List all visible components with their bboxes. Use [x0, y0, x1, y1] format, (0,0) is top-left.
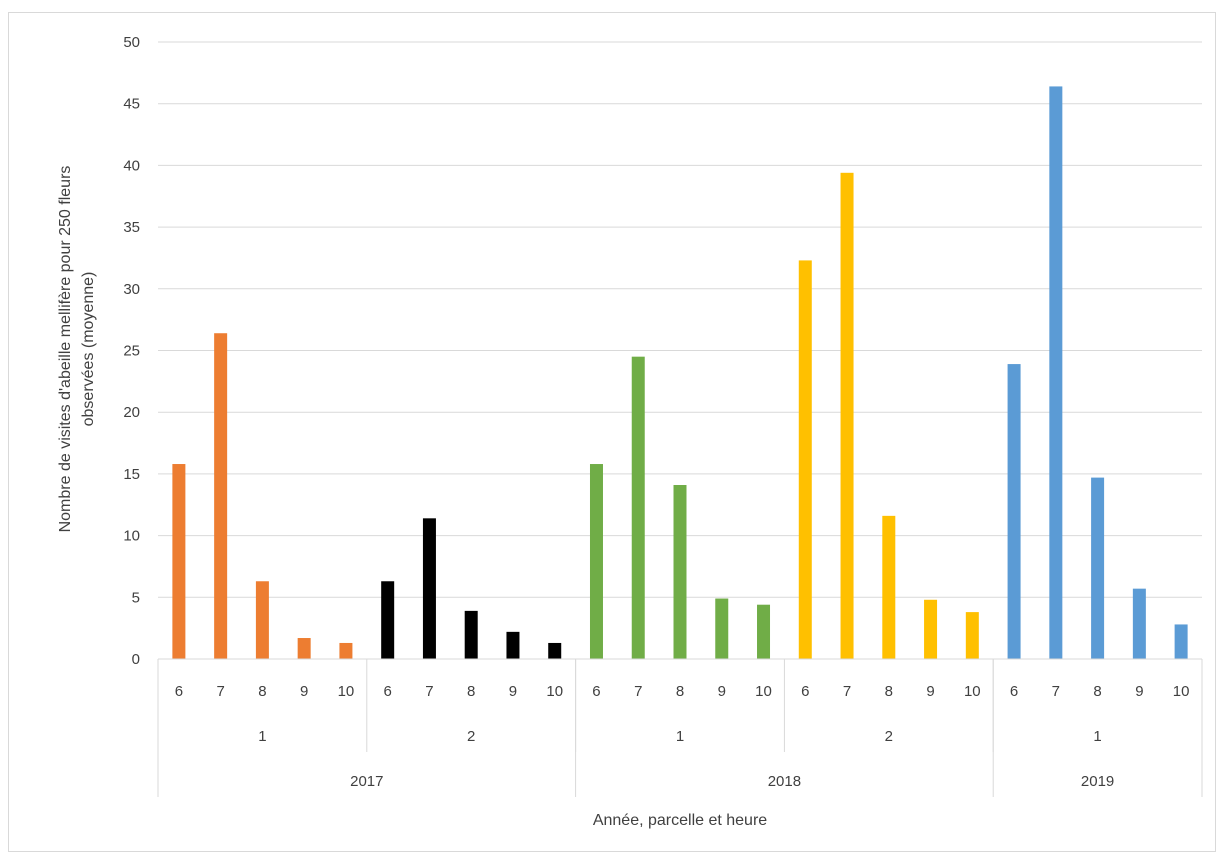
- x-tick-label: 10: [1173, 683, 1190, 700]
- x-axis-title: Année, parcelle et heure: [593, 812, 767, 829]
- bar: [757, 604, 771, 659]
- x-tick-label: 7: [425, 683, 433, 700]
- bar: [548, 642, 562, 659]
- bar: [798, 260, 812, 659]
- parcelle-label: 2: [467, 728, 475, 745]
- x-tick-label: 6: [175, 683, 183, 700]
- bar: [1049, 86, 1063, 659]
- year-label: 2017: [350, 773, 383, 790]
- parcelle-label: 1: [258, 728, 266, 745]
- x-tick-label: 8: [885, 683, 893, 700]
- bar: [715, 598, 729, 659]
- bar: [1174, 624, 1188, 659]
- x-tick-label: 6: [592, 683, 600, 700]
- y-tick-label: 25: [123, 343, 140, 360]
- bar: [673, 485, 687, 659]
- y-tick-label: 35: [123, 219, 140, 236]
- bar: [172, 464, 186, 659]
- bar: [339, 642, 353, 659]
- x-tick-label: 6: [1010, 683, 1018, 700]
- bar: [631, 356, 645, 659]
- y-tick-label: 30: [123, 281, 140, 298]
- bars: [172, 86, 1188, 659]
- x-axis: 6 7 8 9 10 6 7 8 9 10 6 7 8 9 10 6 7 8 9 10 6 7 8 9 10 1 2 1 2 1 2017 2…: [157, 658, 1203, 797]
- gridlines: [158, 41, 1202, 598]
- bar: [297, 638, 311, 659]
- x-tick-label: 7: [843, 683, 851, 700]
- y-axis-title-line1: Nombre de visites d'abeille mellifère po…: [57, 166, 74, 533]
- year-label: 2018: [768, 773, 801, 790]
- parcelle-label: 1: [1093, 728, 1101, 745]
- x-tick-label: 8: [258, 683, 266, 700]
- x-tick-label: 9: [300, 683, 308, 700]
- x-tick-label: 7: [1052, 683, 1060, 700]
- parcelle-label: 2: [885, 728, 893, 745]
- x-tick-label: 10: [546, 683, 563, 700]
- x-tick-label: 10: [338, 683, 355, 700]
- bar: [255, 581, 269, 659]
- x-tick-label: 7: [634, 683, 642, 700]
- year-label: 2019: [1081, 773, 1114, 790]
- x-tick-label: 9: [718, 683, 726, 700]
- bar: [381, 581, 395, 659]
- bar: [965, 612, 979, 659]
- bar: [1132, 588, 1146, 659]
- y-tick-label: 10: [123, 528, 140, 545]
- x-tick-label: 8: [1093, 683, 1101, 700]
- x-tick-label: 6: [384, 683, 392, 700]
- y-axis-ticks: 0 5 10 15 20 25 30 35 40 45 50: [123, 34, 140, 668]
- x-tick-label: 8: [676, 683, 684, 700]
- bar: [214, 333, 228, 659]
- x-tick-label: 9: [509, 683, 517, 700]
- bar: [422, 518, 436, 659]
- bar: [1091, 477, 1105, 659]
- parcelle-label: 1: [676, 728, 684, 745]
- bar: [840, 172, 854, 659]
- y-tick-label: 0: [132, 651, 140, 668]
- x-tick-label: 7: [216, 683, 224, 700]
- y-tick-label: 15: [123, 466, 140, 483]
- bar: [1007, 364, 1021, 659]
- x-tick-label: 10: [755, 683, 772, 700]
- bar: [464, 610, 478, 659]
- y-axis-title-line2: observées (moyenne): [80, 272, 97, 427]
- bar: [589, 464, 603, 659]
- x-tick-label: 9: [926, 683, 934, 700]
- x-tick-label: 10: [964, 683, 981, 700]
- x-tick-label: 6: [801, 683, 809, 700]
- bar: [882, 515, 896, 659]
- x-tick-label: 8: [467, 683, 475, 700]
- y-tick-label: 20: [123, 404, 140, 421]
- y-tick-label: 5: [132, 589, 140, 606]
- bar: [506, 631, 520, 659]
- y-tick-label: 40: [123, 157, 140, 174]
- y-tick-label: 45: [123, 96, 140, 113]
- y-tick-label: 50: [123, 34, 140, 51]
- x-tick-label: 9: [1135, 683, 1143, 700]
- bar: [924, 599, 938, 659]
